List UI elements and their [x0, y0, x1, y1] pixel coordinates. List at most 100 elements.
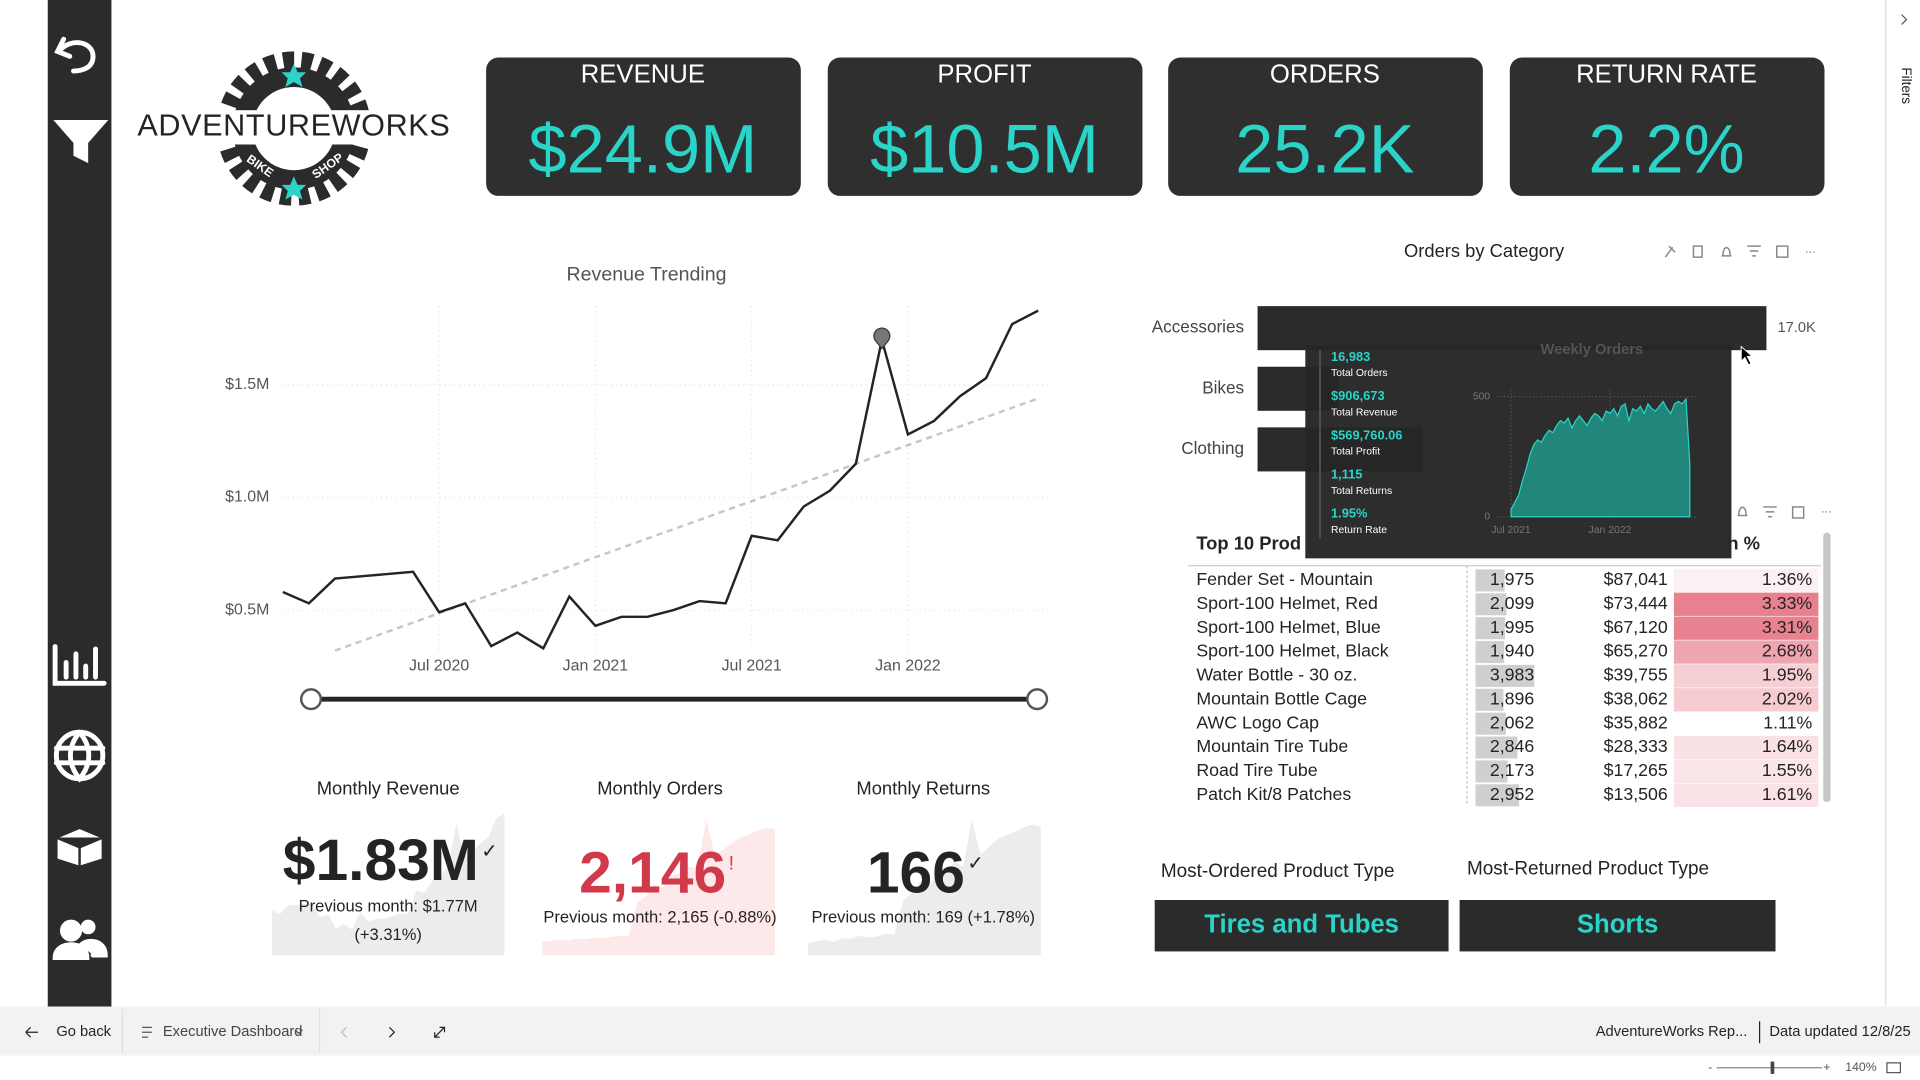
tooltip-label: Total Revenue	[1331, 407, 1398, 418]
page-selector[interactable]: Executive Dashboard	[163, 1024, 303, 1040]
users-icon[interactable]	[60, 919, 83, 942]
orders-data-bar	[1475, 760, 1508, 783]
orders-data-bar	[1475, 688, 1504, 711]
data-label: 17.0K	[1777, 320, 1816, 336]
dropdown-chevron[interactable]	[294, 1029, 303, 1035]
card-title: Monthly Revenue	[317, 778, 460, 799]
copy-icon[interactable]	[1692, 245, 1703, 258]
product-name: Mountain Tire Tube	[1196, 736, 1348, 756]
next-page[interactable]	[388, 1026, 396, 1038]
focus-icon[interactable]	[1776, 245, 1789, 258]
chart-title: Revenue Trending	[567, 264, 727, 286]
return-cell	[1673, 640, 1819, 664]
monthly-cards: Monthly Revenue $1.83M ✓ Previous month: $1…	[271, 778, 1041, 956]
zoom-out[interactable]: -	[1708, 1060, 1712, 1074]
logo-band	[156, 110, 434, 145]
card-comparison: (+3.31%)	[354, 925, 421, 944]
filter-icon[interactable]	[53, 120, 109, 164]
date-slider[interactable]	[300, 688, 1049, 711]
star	[281, 176, 307, 200]
alert-icon[interactable]	[1721, 246, 1732, 257]
fit-page[interactable]	[1886, 1062, 1902, 1074]
report-name: AdventureWorks Rep...	[1596, 1024, 1748, 1040]
revenue: $35,882	[1604, 712, 1668, 732]
pages-icon[interactable]	[142, 1026, 152, 1038]
filter-icon[interactable]	[1763, 506, 1777, 518]
x-tick-label: Jan 2022	[1589, 525, 1632, 536]
return-cell	[1673, 688, 1819, 712]
kpi-label: PROFIT	[937, 61, 1032, 89]
card-value: $1.83M	[283, 828, 479, 893]
product-types: Most-Ordered Product Type Tires and Tubes…	[1154, 858, 1776, 952]
box-icon[interactable]	[55, 826, 105, 869]
orders: 2,173	[1490, 760, 1535, 780]
tooltip-value: 1,115	[1331, 466, 1362, 481]
card-comparison: Previous month: $1.77M	[299, 897, 478, 916]
back-icon[interactable]	[54, 36, 96, 74]
return-cell	[1673, 664, 1819, 688]
return-cell	[1673, 735, 1819, 760]
users-icon-2	[80, 919, 96, 935]
kpi-card	[1168, 57, 1483, 196]
card-status: ✓	[967, 853, 983, 875]
back-arrow[interactable]	[25, 1026, 38, 1038]
revenue: $65,270	[1604, 641, 1668, 661]
tooltip-value: 1.95%	[1331, 506, 1368, 521]
zoom-in[interactable]: +	[1823, 1060, 1830, 1074]
return-rate: 3.33%	[1762, 593, 1813, 613]
orders: 1,940	[1490, 641, 1535, 661]
revenue: $38,062	[1604, 688, 1668, 708]
y-tick-label: $0.5M	[225, 601, 269, 618]
revenue: $17,265	[1604, 760, 1668, 780]
kpi-value: 25.2K	[1235, 110, 1414, 187]
orders: 1,995	[1490, 617, 1535, 637]
orders-data-bar	[1475, 784, 1520, 807]
slider-handle[interactable]	[300, 688, 323, 711]
scrollbar[interactable]	[1823, 532, 1831, 803]
users-body	[52, 938, 108, 960]
tooltip-label: Return Rate	[1331, 525, 1387, 536]
fit-icon[interactable]	[434, 1026, 446, 1038]
product-type-value: Tires and Tubes	[1204, 911, 1399, 939]
prev-page[interactable]	[340, 1026, 347, 1038]
chart-icon[interactable]	[52, 644, 107, 686]
table-header: Top 10 Prod	[1196, 533, 1301, 554]
weekly-orders-area	[1510, 397, 1691, 518]
table-header-icons[interactable]	[1737, 506, 1831, 519]
return-cell	[1673, 592, 1819, 616]
return-rate: 1.64%	[1762, 736, 1813, 756]
return-cell	[1673, 759, 1819, 784]
table-header: n %	[1727, 533, 1760, 554]
zoom-thumb[interactable]	[1770, 1061, 1775, 1074]
focus-icon[interactable]	[1791, 506, 1805, 519]
orders: 2,062	[1490, 712, 1534, 732]
revenue-line	[282, 309, 1039, 651]
tooltip-value: 16,983	[1331, 349, 1370, 364]
filters-expand[interactable]	[1901, 14, 1908, 25]
return-cell	[1673, 568, 1819, 593]
alert-icon[interactable]	[1737, 506, 1748, 517]
product-name: Patch Kit/8 Patches	[1196, 784, 1351, 804]
kpi-card	[486, 57, 801, 196]
slider-handle[interactable]	[1026, 688, 1049, 711]
x-tick-label: Jul 2021	[722, 657, 782, 674]
orders-data-bar	[1475, 712, 1506, 735]
category-label: Clothing	[1181, 438, 1244, 458]
nav-icons[interactable]	[52, 36, 109, 960]
return-cell	[1673, 783, 1819, 807]
revenue: $13,506	[1604, 784, 1668, 804]
return-rate: 2.02%	[1762, 688, 1813, 708]
visual-header-icons[interactable]	[1664, 245, 1815, 258]
pin-icon[interactable]	[1664, 245, 1676, 258]
go-back[interactable]: Go back	[56, 1024, 111, 1040]
product-name: Road Tire Tube	[1196, 760, 1317, 780]
filters-label[interactable]: Filters	[1899, 67, 1914, 104]
tooltip: 16,983 Total Orders $906,673 Total Revenue $…	[1305, 342, 1732, 559]
product-type-label: Most-Returned Product Type	[1467, 858, 1709, 879]
filter-icon[interactable]	[1747, 245, 1761, 257]
chart-title: Orders by Category	[1404, 240, 1565, 261]
return-rate: 1.55%	[1762, 760, 1813, 780]
orders: 1,896	[1490, 688, 1535, 708]
